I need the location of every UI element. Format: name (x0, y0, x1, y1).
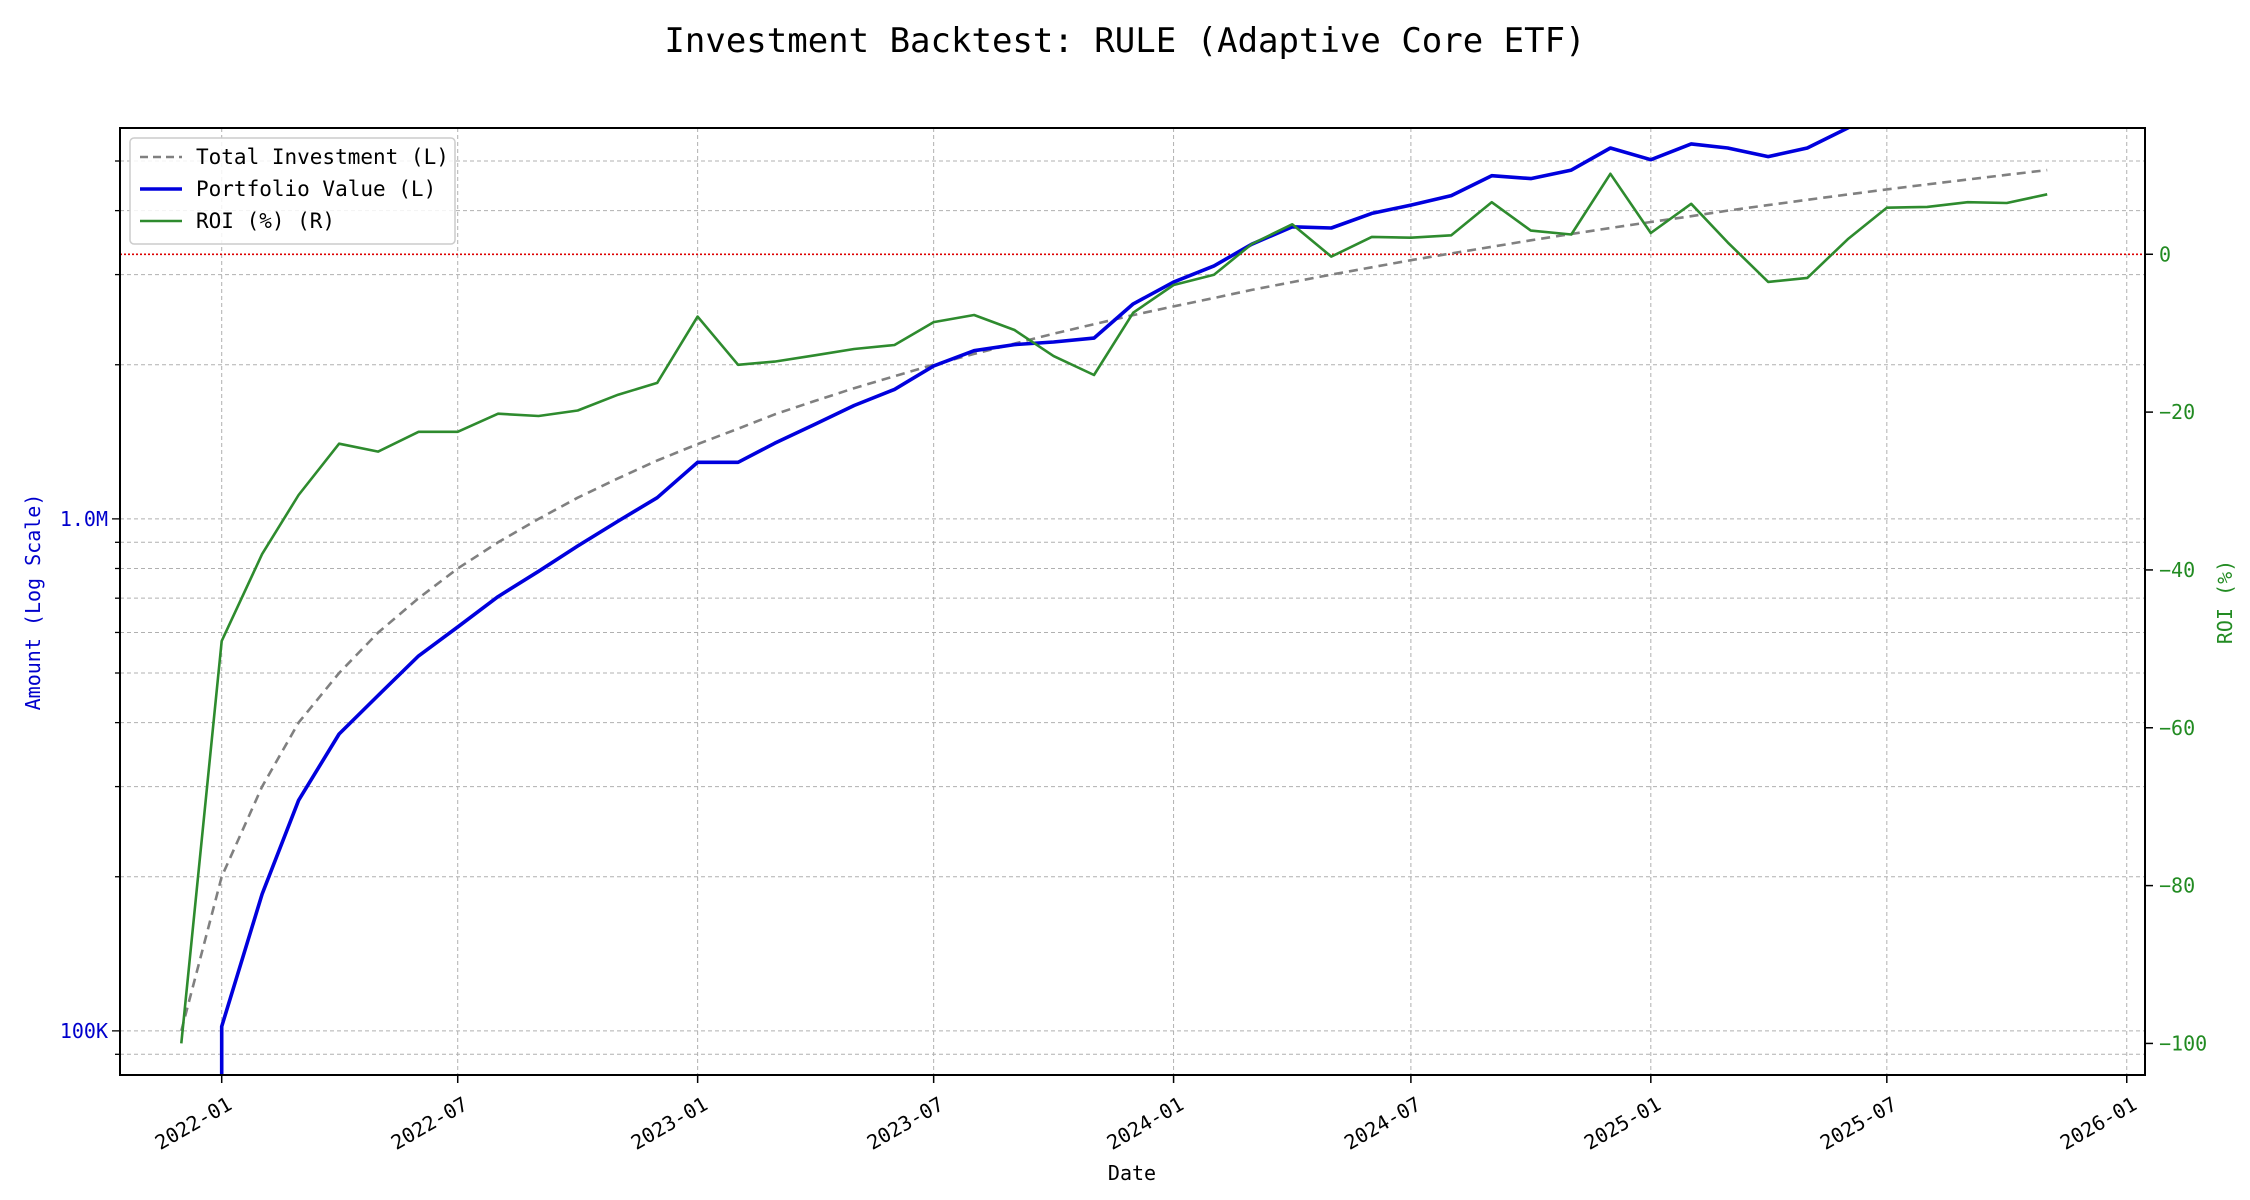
right-axis-ticks: −100 −80 −60 −40 −20 0 (2145, 242, 2207, 1055)
right-tick-label: 0 (2159, 242, 2171, 266)
legend-entry-label: Portfolio Value (L) (196, 177, 436, 201)
x-axis-ticks: 2022-01 2022-07 2023-01 2023-07 2024-01 2024-… (151, 1075, 2141, 1155)
portfolio-value-line (219, 128, 1852, 1075)
legend-box (129, 137, 456, 245)
legend-entry-label: ROI (%) (R) (196, 209, 335, 233)
right-axis-title: ROI (%) (2213, 560, 2237, 644)
series-layer (180, 128, 2048, 1075)
right-tick-label: −100 (2159, 1031, 2207, 1055)
left-axis-title: Amount (Log Scale) (21, 494, 45, 711)
chart-title: Investment Backtest: RULE (Adaptive Core… (664, 21, 1585, 61)
x-tick-label: 2022-07 (387, 1092, 472, 1155)
left-axis-ticks: 100K 1.0M (60, 160, 120, 1055)
plot-frame (119, 127, 2146, 1076)
legend: Total Investment (L) Portfolio Value (L) R… (129, 137, 456, 245)
left-tick-label: 100K (60, 1019, 108, 1043)
legend-entry-label: Total Investment (L) (196, 145, 449, 169)
grid-lines (120, 128, 2145, 1075)
x-tick-label: 2024-07 (1340, 1092, 1425, 1155)
left-tick-label: 1.0M (60, 507, 108, 531)
x-tick-label: 2022-01 (151, 1092, 236, 1155)
right-tick-label: −80 (2159, 874, 2195, 898)
right-tick-label: −40 (2159, 558, 2195, 582)
x-tick-label: 2025-07 (1816, 1092, 1901, 1155)
x-tick-label: 2023-07 (863, 1092, 948, 1155)
right-tick-label: −60 (2159, 716, 2195, 740)
x-tick-label: 2024-01 (1103, 1092, 1188, 1155)
x-axis-title: Date (1108, 1161, 1156, 1185)
total-investment-line (180, 168, 2048, 1032)
roi-line (180, 172, 2048, 1044)
x-tick-label: 2025-01 (1580, 1092, 1665, 1155)
x-tick-label: 2023-01 (627, 1092, 712, 1155)
x-tick-label: 2026-01 (2056, 1092, 2141, 1155)
right-tick-label: −20 (2159, 400, 2195, 424)
